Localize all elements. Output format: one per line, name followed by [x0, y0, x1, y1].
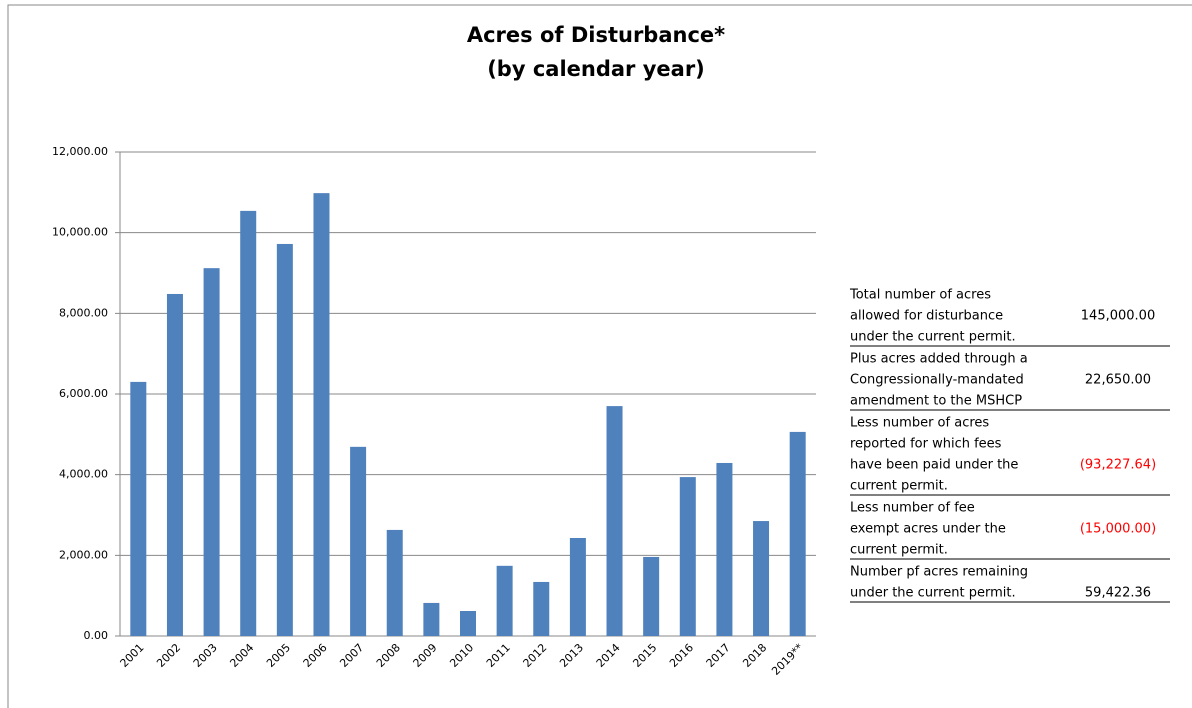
table-value: 59,422.36 — [1085, 586, 1151, 601]
x-tick-label: 2005 — [264, 641, 293, 670]
bar — [789, 431, 806, 636]
bar — [130, 381, 147, 636]
table-value: 22,650.00 — [1085, 373, 1151, 388]
table-label: Congressionally-mandated — [850, 373, 1024, 388]
x-tick-label: 2012 — [521, 641, 550, 670]
x-tick-label: 2009 — [411, 641, 440, 670]
table-label: current permit. — [850, 543, 948, 558]
bar — [203, 268, 220, 636]
x-tick-label: 2001 — [118, 641, 147, 670]
y-tick-label: 10,000.00 — [52, 226, 108, 239]
x-tick-label: 2014 — [594, 641, 623, 670]
table-label: Total number of acres — [849, 288, 991, 303]
table-label: under the current permit. — [850, 330, 1016, 345]
bar — [313, 193, 330, 636]
table-label: allowed for disturbance — [850, 309, 1003, 324]
table-label: under the current permit. — [850, 586, 1016, 601]
y-tick-label: 8,000.00 — [59, 306, 108, 319]
x-tick-label: 2010 — [447, 641, 476, 670]
x-tick-label: 2013 — [557, 641, 586, 670]
table-label: Plus acres added through a — [850, 352, 1028, 367]
bar — [753, 521, 770, 636]
bar — [350, 446, 367, 636]
x-tick-label: 2019** — [769, 641, 806, 678]
table-label: Number pf acres remaining — [850, 565, 1028, 580]
table-label: exempt acres under the — [850, 522, 1006, 537]
bar — [716, 462, 733, 636]
x-tick-label: 2007 — [337, 641, 366, 670]
x-tick-label: 2011 — [484, 641, 513, 670]
x-tick-label: 2015 — [630, 641, 659, 670]
x-tick-label: 2003 — [191, 641, 220, 670]
table-label: have been paid under the — [850, 458, 1018, 473]
y-tick-label: 4,000.00 — [59, 468, 108, 481]
table-value: (93,227.64) — [1080, 458, 1156, 473]
y-tick-label: 0.00 — [84, 629, 109, 642]
bar — [386, 529, 403, 636]
bar — [679, 477, 696, 636]
x-tick-label: 2008 — [374, 641, 403, 670]
bar — [643, 556, 660, 636]
frame — [7, 4, 1192, 708]
bar — [240, 210, 257, 637]
table-label: Less number of fee — [850, 501, 975, 516]
table-label: amendment to the MSHCP — [850, 394, 1022, 409]
x-tick-label: 2017 — [704, 641, 733, 670]
table-label: current permit. — [850, 479, 948, 494]
x-tick-label: 2016 — [667, 641, 696, 670]
bar — [460, 610, 476, 636]
bar — [496, 565, 513, 636]
y-tick-label: 6,000.00 — [59, 387, 108, 400]
y-tick-label: 2,000.00 — [59, 548, 108, 561]
bar — [533, 581, 550, 636]
x-tick-label: 2006 — [301, 641, 330, 670]
bar — [606, 406, 623, 636]
y-tick-label: 12,000.00 — [52, 145, 108, 158]
bar — [166, 293, 183, 636]
table-label: Less number of acres — [850, 416, 989, 431]
chart-subtitle: (by calendar year) — [487, 57, 705, 81]
table-value: (15,000.00) — [1080, 522, 1156, 537]
bar — [276, 243, 293, 636]
table-value: 145,000.00 — [1081, 309, 1155, 324]
bar — [569, 537, 586, 636]
chart-title: Acres of Disturbance* — [467, 23, 725, 47]
x-tick-label: 2002 — [154, 641, 183, 670]
x-tick-label: 2004 — [227, 641, 256, 670]
x-tick-label: 2018 — [740, 641, 769, 670]
bar — [423, 602, 440, 636]
table-label: reported for which fees — [850, 437, 1002, 452]
